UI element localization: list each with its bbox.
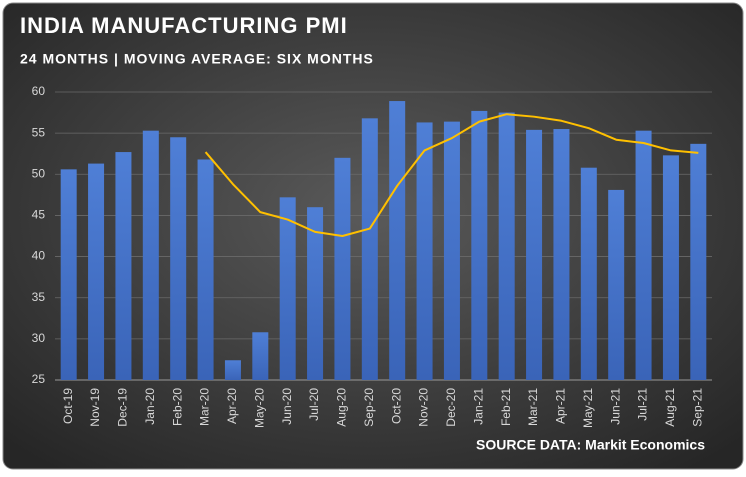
- x-tick-label: Jan-20: [143, 388, 157, 425]
- x-tick-label: Sep-20: [362, 388, 376, 427]
- x-tick-label: Dec-20: [444, 388, 458, 427]
- x-tick-label: Jun-20: [280, 388, 294, 425]
- bar: [115, 152, 132, 380]
- bar: [662, 155, 679, 380]
- y-tick-label: 50: [32, 166, 46, 180]
- bar: [279, 197, 296, 380]
- x-tick-label: Apr-21: [554, 388, 568, 424]
- bar: [690, 143, 707, 380]
- bar: [142, 130, 159, 380]
- bar: [553, 129, 570, 380]
- x-tick-label: Mar-21: [526, 388, 540, 426]
- bar: [389, 101, 406, 381]
- bar: [252, 332, 269, 380]
- bar: [635, 130, 652, 380]
- bar: [197, 159, 214, 380]
- y-tick-label: 55: [32, 125, 46, 139]
- x-tick-label: May-20: [252, 388, 266, 428]
- y-tick-label: 40: [32, 249, 46, 263]
- bar: [60, 169, 77, 380]
- x-tick-label: Nov-20: [417, 388, 431, 427]
- bar: [170, 137, 187, 380]
- chart-title: INDIA MANUFACTURING PMI: [20, 13, 348, 38]
- chart-subtitle: 24 MONTHS | MOVING AVERAGE: SIX MONTHS: [20, 51, 374, 67]
- source-note: SOURCE DATA: Markit Economics: [476, 437, 705, 453]
- x-tick-label: Jun-21: [608, 388, 622, 425]
- bar: [498, 112, 515, 381]
- bar: [608, 189, 625, 380]
- x-tick-label: Jan-21: [471, 388, 485, 425]
- x-tick-label: Feb-21: [499, 388, 513, 426]
- y-tick-label: 25: [32, 372, 46, 386]
- bar: [88, 163, 105, 380]
- moving-average-line: [204, 113, 699, 237]
- y-tick-label: 60: [32, 84, 46, 98]
- y-tick-label: 45: [32, 208, 46, 222]
- x-tick-label: Oct-20: [389, 388, 403, 424]
- x-tick-label: Dec-19: [116, 388, 130, 427]
- bar: [580, 167, 597, 380]
- bar: [471, 110, 488, 380]
- x-tick-label: Nov-19: [88, 388, 102, 427]
- bar: [361, 118, 378, 381]
- x-tick-label: Oct-19: [61, 388, 75, 424]
- bar: [443, 121, 460, 380]
- x-tick-label: May-21: [581, 388, 595, 428]
- x-tick-label: Aug-20: [335, 388, 349, 427]
- x-tick-label: Apr-20: [225, 388, 239, 424]
- y-tick-label: 35: [32, 290, 46, 304]
- bar: [224, 360, 241, 380]
- x-tick-label: Jul-21: [636, 388, 650, 421]
- x-tick-label: Mar-20: [198, 388, 212, 426]
- bar: [334, 157, 351, 380]
- bar: [307, 207, 324, 380]
- x-tick-label: Jul-20: [307, 388, 321, 421]
- x-tick-label: Feb-20: [170, 388, 184, 426]
- x-tick-label: Sep-21: [690, 388, 704, 427]
- x-tick-label: Aug-21: [663, 388, 677, 427]
- bar: [416, 122, 433, 381]
- bar: [526, 129, 543, 380]
- y-tick-label: 30: [32, 331, 46, 345]
